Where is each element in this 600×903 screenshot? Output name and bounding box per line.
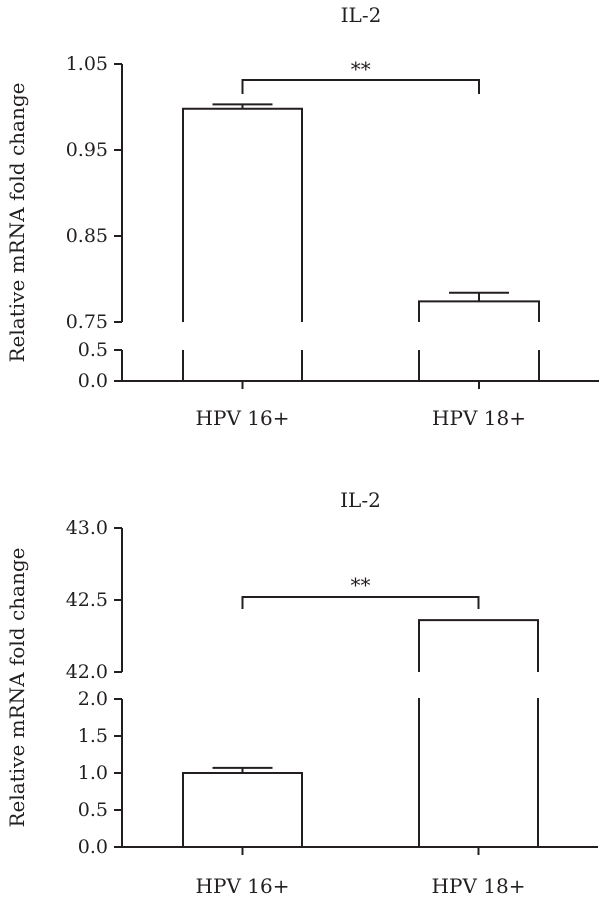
y-tick-label: 42.0 [66, 661, 108, 683]
bar-upper [418, 300, 540, 322]
bar-rect [182, 772, 303, 848]
y-tick-label: 42.5 [66, 589, 108, 611]
y-tick-label: 1.5 [78, 725, 108, 747]
y-tick-label: 2.0 [78, 688, 108, 710]
x-tick-label: HPV 16+ [196, 874, 290, 898]
y-tick-label: 0.85 [66, 225, 108, 247]
y-tick-label: 0.95 [66, 139, 108, 161]
bar-1 [182, 103, 303, 381]
bar-2 [418, 291, 540, 381]
bar-upper [182, 107, 303, 322]
chart-panel-1: IL-2 Relative mRNA fold change 0.0 0.5 0.75 0… [5, 3, 599, 430]
y-axis-label: Relative mRNA fold change [5, 548, 29, 828]
y-tick-label: 43.0 [66, 517, 108, 539]
chart-title: IL-2 [341, 3, 382, 27]
y-tick-label: 1.05 [66, 53, 108, 75]
significance-bracket [241, 596, 480, 609]
bar-upper [418, 619, 539, 672]
significance-bracket [241, 79, 480, 94]
x-tick-label: HPV 18+ [432, 874, 526, 898]
significance-label: ** [351, 57, 371, 81]
bar-2 [418, 619, 539, 847]
y-tick-label: 0.0 [78, 836, 108, 858]
chart-title: IL-2 [340, 488, 381, 512]
y-tick-label: 1.0 [78, 762, 108, 784]
y-axis-label: Relative mRNA fold change [5, 83, 29, 363]
y-tick-label: 0.5 [78, 339, 108, 361]
x-tick-label: HPV 16+ [196, 406, 290, 430]
bar-1 [182, 766, 303, 848]
significance-label: ** [351, 573, 371, 597]
chart-panel-2: IL-2 Relative mRNA fold change 0.0 0.5 1.0 1.… [5, 488, 598, 898]
x-tick-label: HPV 18+ [432, 406, 526, 430]
y-tick-label: 0.75 [66, 311, 108, 333]
y-tick-label: 0.0 [78, 370, 108, 392]
y-tick-label: 0.5 [78, 799, 108, 821]
